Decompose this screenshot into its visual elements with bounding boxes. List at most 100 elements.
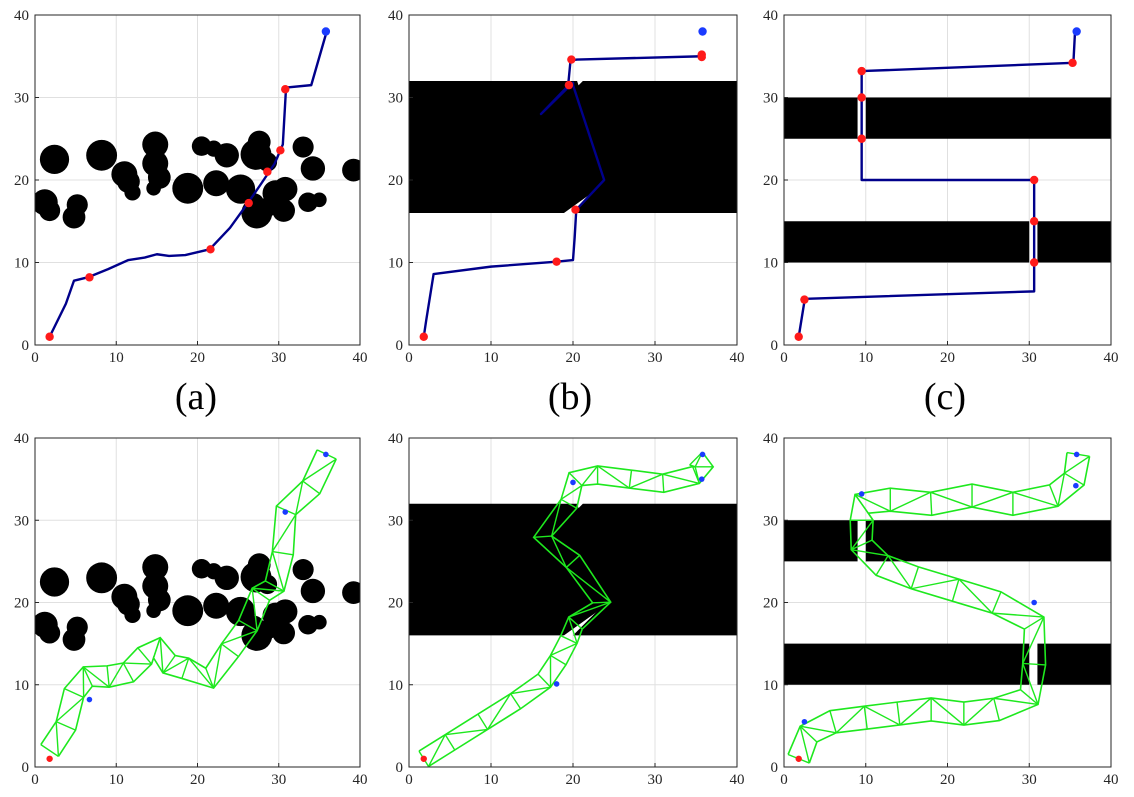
y-tick-label: 10 — [388, 256, 403, 272]
y-tick-label: 40 — [763, 8, 778, 24]
mesh-diagonal — [1012, 491, 1059, 507]
waypoint-marker — [1029, 258, 1039, 267]
plot-area — [784, 31, 1111, 337]
mesh-rung — [568, 616, 583, 630]
mesh-diagonal — [958, 578, 993, 614]
mesh-diagonal — [445, 728, 488, 736]
waypoint-marker — [206, 245, 215, 254]
obstacle-region — [550, 81, 737, 213]
waypoint-marker — [567, 55, 576, 64]
waypoint-marker — [857, 134, 866, 143]
mesh-diagonal — [427, 734, 446, 767]
goal-marker — [323, 451, 329, 458]
obstacle-circle — [292, 559, 314, 581]
caption-b: (b) — [548, 376, 592, 418]
mesh-diagonal — [1022, 663, 1039, 705]
mesh-rung — [863, 706, 868, 730]
mesh-rung — [302, 480, 321, 495]
obstacle-circle — [203, 592, 230, 619]
obstacle-rect — [784, 520, 858, 562]
goal-marker — [698, 27, 707, 36]
mesh-diagonal — [550, 499, 562, 537]
caption-c: (c) — [924, 376, 966, 418]
obstacle-region — [550, 503, 737, 636]
y-tick-label: 0 — [396, 760, 404, 776]
mesh-diagonal — [911, 578, 960, 590]
plot-area — [35, 449, 360, 758]
x-tick-label: 30 — [648, 350, 663, 366]
obstacle-circle — [86, 139, 118, 171]
y-tick-label: 10 — [14, 678, 29, 694]
x-tick-label: 40 — [1104, 772, 1119, 788]
mesh-rung — [272, 550, 294, 556]
mesh-rung — [910, 566, 920, 589]
mesh-diagonal — [251, 588, 258, 631]
obstacle-circle — [300, 578, 326, 604]
y-tick-label: 20 — [388, 173, 403, 189]
mesh-rung — [444, 734, 456, 751]
waypoint-marker — [263, 167, 272, 176]
mesh-rung — [137, 647, 153, 665]
obstacle-rect — [1037, 221, 1111, 263]
mesh-rung — [106, 665, 110, 688]
waypoint-marker — [1068, 58, 1077, 68]
waypoint-marker — [564, 80, 574, 90]
waypoint-marker — [85, 273, 94, 282]
x-tick-label: 0 — [31, 350, 39, 366]
mesh-diagonal — [55, 696, 85, 723]
mesh-rung — [799, 725, 818, 743]
mesh-diagonal — [1057, 473, 1066, 507]
mesh-rung — [64, 687, 84, 698]
obstacle-circle — [312, 192, 327, 208]
goal-marker — [858, 491, 865, 497]
mesh-diagonal — [568, 601, 611, 618]
obstacle-rect — [1037, 643, 1111, 685]
mesh-diagonal — [835, 705, 865, 734]
mesh-rung — [533, 535, 552, 539]
mesh-rung — [661, 474, 665, 493]
y-tick-label: 20 — [388, 596, 403, 612]
x-tick-label: 30 — [271, 772, 286, 788]
mesh-rung — [829, 710, 837, 734]
x-tick-label: 10 — [109, 350, 124, 366]
obstacle-circle — [124, 606, 141, 623]
mesh-diagonal — [971, 491, 1014, 508]
obstacle-circle — [146, 180, 161, 196]
mesh-diagonal — [930, 491, 973, 508]
mesh-rung — [1024, 616, 1045, 630]
x-tick-label: 40 — [730, 772, 745, 788]
goal-marker — [1072, 27, 1081, 36]
y-tick-label: 20 — [14, 173, 29, 189]
mesh-rung — [854, 494, 869, 514]
mesh-rung — [951, 578, 960, 602]
mesh-diagonal — [295, 480, 304, 515]
mesh-rung — [875, 555, 889, 576]
x-tick-label: 40 — [1104, 350, 1119, 366]
waypoint-marker — [857, 93, 866, 102]
goal-marker — [86, 696, 93, 703]
goal-marker — [698, 476, 705, 482]
y-tick-label: 20 — [763, 596, 778, 612]
panel-b-mesh: 00 10 10 20 20 30 30 40 40 — [388, 431, 745, 788]
mesh-rung — [991, 591, 1002, 614]
x-tick-label: 30 — [648, 772, 663, 788]
mesh-rung — [162, 655, 176, 674]
obstacle-circle — [342, 158, 360, 182]
obstacle-circle — [62, 205, 86, 229]
mesh-diagonal — [82, 666, 110, 688]
mesh-rung — [592, 601, 611, 604]
x-tick-label: 0 — [780, 772, 788, 788]
obstacle-circle — [172, 172, 204, 204]
goal-marker — [570, 479, 576, 486]
mesh-rung — [565, 554, 581, 568]
mesh-rung — [1048, 484, 1059, 507]
mesh-diagonal — [581, 465, 599, 486]
mesh-diagonal — [162, 657, 190, 674]
mesh-rung — [265, 580, 285, 592]
obstacle-circle — [273, 176, 298, 202]
mesh-diagonal — [1022, 616, 1045, 664]
mesh-rung — [205, 667, 215, 689]
mesh-rung — [1022, 662, 1046, 666]
y-tick-label: 0 — [22, 338, 30, 354]
